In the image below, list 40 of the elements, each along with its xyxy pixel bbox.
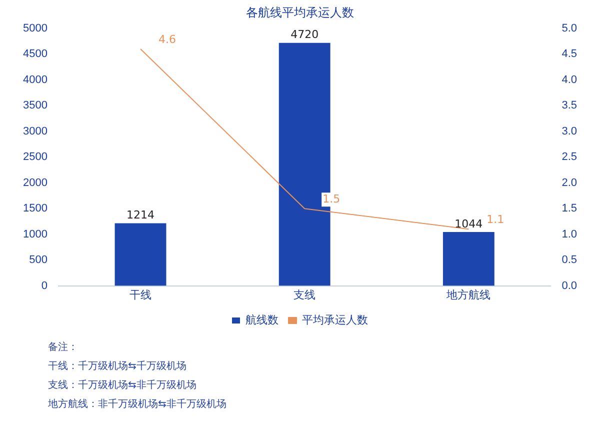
legend-label: 航线数 xyxy=(246,314,278,327)
y2-tick-label: 2.0 xyxy=(562,176,578,189)
y2-tick-label: 0.0 xyxy=(562,280,578,292)
y-tick-label: 2000 xyxy=(22,176,48,189)
data-label: 1214 xyxy=(126,208,155,222)
bar xyxy=(442,232,494,286)
y2-tick-label: 3.0 xyxy=(562,125,578,138)
data-label: 4720 xyxy=(290,28,319,42)
y2-tick-label: 2.5 xyxy=(562,151,578,164)
x-tick-label: 支线 xyxy=(294,288,316,302)
y-tick-label: 1500 xyxy=(22,202,48,215)
text: 干线：千万级机场⇆千万级机场 xyxy=(48,360,188,374)
y2-tick-label: 4.0 xyxy=(562,74,578,86)
y-tick-label: 4500 xyxy=(22,48,48,60)
y2-tick-label: 5.0 xyxy=(562,22,578,34)
data-label: 4.6 xyxy=(158,32,176,46)
y-tick-label: 4000 xyxy=(22,74,48,86)
y2-tick-label: 3.5 xyxy=(562,100,578,112)
text: 支线：千万级机场⇆非千万级机场 xyxy=(48,378,198,393)
y-tick-label: 3000 xyxy=(22,125,48,138)
y-tick-label: 2500 xyxy=(22,151,48,164)
y-tick-label: 3500 xyxy=(22,100,48,112)
x-tick-label: 地方航线 xyxy=(446,288,491,302)
text: 地方航线：非千万级机场⇆非千万级机场 xyxy=(48,398,226,412)
chart-title: 各航线平均承运人数 xyxy=(246,5,354,20)
y-tick-label: 500 xyxy=(29,254,48,266)
data-label: 1044 xyxy=(454,217,483,230)
y-tick-label: 0 xyxy=(41,280,48,292)
y-tick-label: 5000 xyxy=(22,22,48,34)
y-tick-label: 1000 xyxy=(22,228,48,240)
y2-tick-label: 1.5 xyxy=(562,202,578,215)
x-tick-label: 干线 xyxy=(130,288,152,302)
text: 备注： xyxy=(48,340,79,355)
legend-label: 平均承运人数 xyxy=(302,314,368,327)
data-label: 1.1 xyxy=(486,213,504,226)
bar xyxy=(114,223,166,286)
y2-tick-label: 0.5 xyxy=(562,254,578,266)
y2-tick-label: 4.5 xyxy=(562,48,578,60)
data-label: 1.5 xyxy=(322,192,340,206)
y2-tick-label: 1.0 xyxy=(562,228,578,240)
